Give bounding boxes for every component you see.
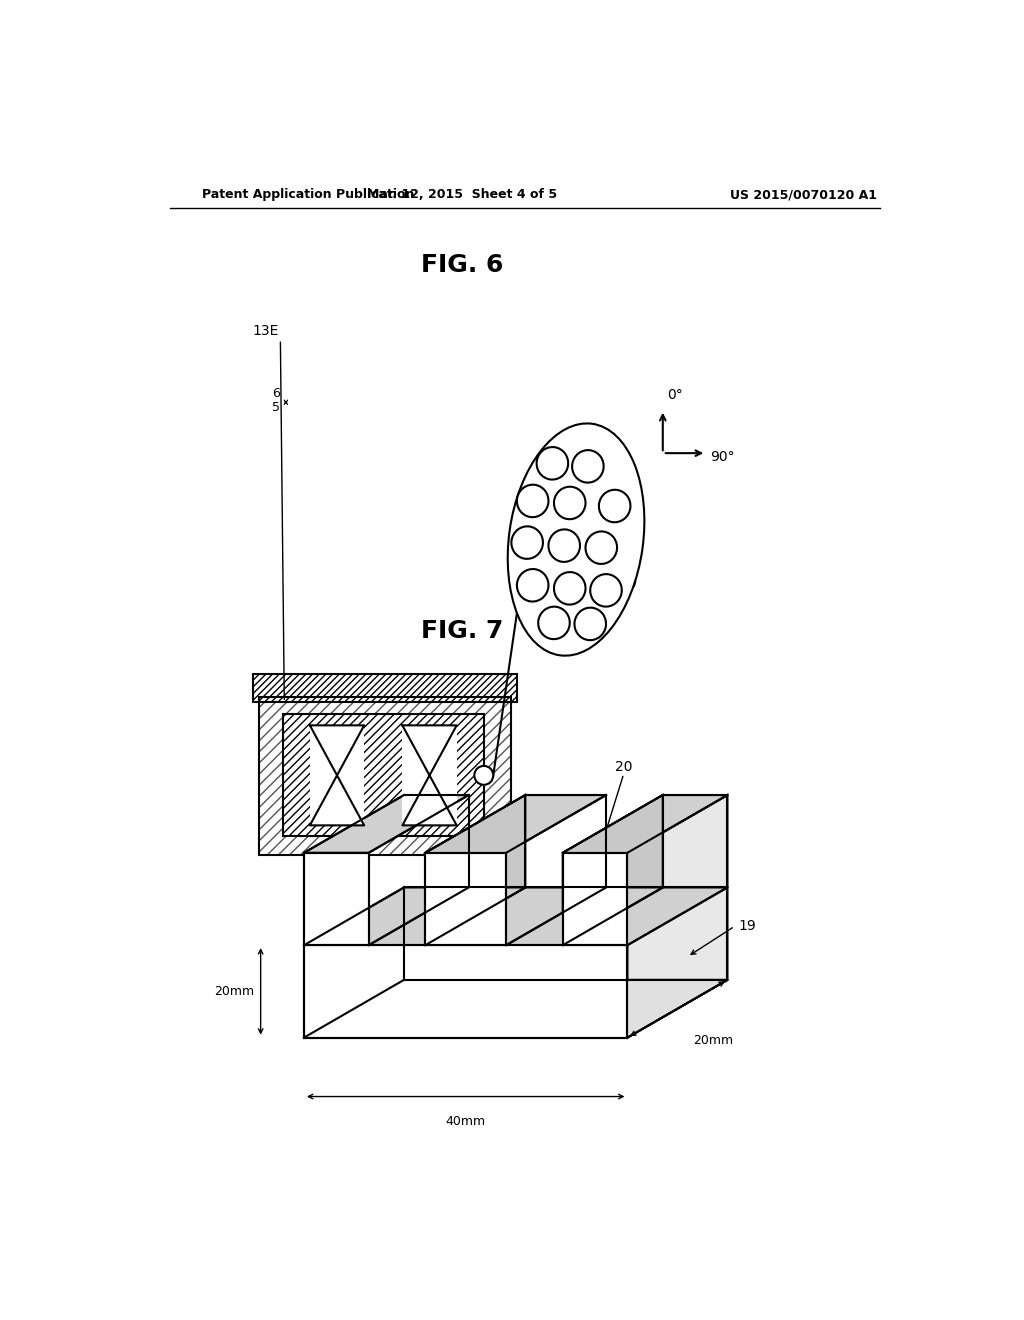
Ellipse shape: [508, 424, 644, 656]
Text: 16: 16: [621, 510, 639, 523]
Ellipse shape: [590, 574, 622, 607]
Polygon shape: [304, 945, 628, 1038]
Polygon shape: [506, 887, 663, 945]
Polygon shape: [563, 795, 663, 945]
Bar: [283, 714, 483, 837]
Ellipse shape: [572, 450, 604, 483]
Text: Mar. 12, 2015  Sheet 4 of 5: Mar. 12, 2015 Sheet 4 of 5: [367, 189, 557, 202]
Polygon shape: [369, 887, 525, 945]
Text: 17: 17: [301, 764, 318, 779]
Ellipse shape: [599, 490, 631, 523]
Ellipse shape: [574, 607, 606, 640]
Polygon shape: [425, 853, 506, 945]
Text: FIG. 7: FIG. 7: [421, 619, 503, 643]
Text: Patent Application Publication: Patent Application Publication: [202, 189, 414, 202]
Circle shape: [474, 766, 494, 785]
Polygon shape: [304, 853, 369, 945]
Polygon shape: [628, 795, 727, 1038]
Ellipse shape: [517, 569, 549, 602]
Ellipse shape: [517, 484, 549, 517]
Text: 0°: 0°: [667, 388, 682, 401]
Ellipse shape: [539, 607, 569, 639]
Bar: [259, 697, 511, 854]
Polygon shape: [563, 795, 727, 853]
Polygon shape: [563, 853, 628, 945]
Text: 40mm: 40mm: [445, 1115, 485, 1127]
Polygon shape: [425, 795, 525, 945]
Bar: [402, 726, 457, 825]
Polygon shape: [304, 887, 727, 945]
Text: 20: 20: [615, 760, 633, 774]
Text: 90°: 90°: [710, 450, 734, 465]
Text: 18: 18: [462, 755, 479, 768]
Text: 19: 19: [738, 919, 757, 933]
Ellipse shape: [537, 447, 568, 479]
Bar: [259, 697, 511, 854]
Ellipse shape: [554, 487, 586, 519]
Bar: [283, 714, 483, 837]
Ellipse shape: [586, 532, 617, 564]
Ellipse shape: [549, 529, 580, 562]
Text: 6: 6: [272, 387, 281, 400]
Ellipse shape: [554, 572, 586, 605]
Polygon shape: [304, 795, 469, 853]
Bar: [253, 673, 517, 702]
Bar: [310, 726, 365, 825]
Bar: [253, 673, 517, 702]
Text: FIG. 6: FIG. 6: [421, 253, 503, 277]
Text: 20mm: 20mm: [693, 1034, 733, 1047]
Text: 15: 15: [613, 477, 631, 491]
Polygon shape: [425, 795, 606, 853]
Text: 20mm: 20mm: [214, 985, 254, 998]
Text: 13E: 13E: [253, 325, 280, 338]
Text: 5: 5: [272, 401, 281, 414]
Text: US 2015/0070120 A1: US 2015/0070120 A1: [730, 189, 877, 202]
Ellipse shape: [511, 527, 543, 558]
Polygon shape: [304, 979, 727, 1038]
